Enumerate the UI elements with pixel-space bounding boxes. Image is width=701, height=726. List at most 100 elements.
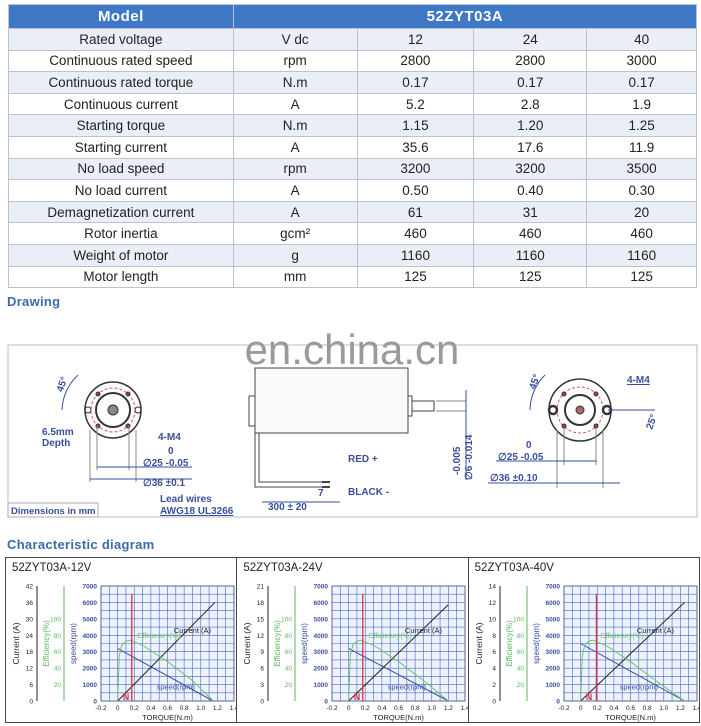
series-label-speed: speed(rpm) <box>388 683 427 692</box>
speed-tick-label: 0 <box>93 699 97 706</box>
current-tick-label: 10 <box>488 616 496 623</box>
series-line <box>579 639 685 702</box>
current-tick-label: 6 <box>29 682 33 689</box>
value-40v: 125 <box>586 265 697 289</box>
m4-left: 4-M4 <box>158 432 181 443</box>
value-24v: 2800 <box>473 49 588 73</box>
table-row: Weight of motor g 1160 1160 1160 <box>8 243 697 267</box>
param-name: Continuous current <box>8 92 234 116</box>
speed-tick-label: 1000 <box>83 682 98 689</box>
series-line <box>348 604 450 702</box>
series-label-efficiency: Efficiency(%) <box>137 631 181 640</box>
current-axis-label: Current (A) <box>11 622 21 664</box>
efficiency-tick-label: 60 <box>54 649 62 656</box>
current-tick-label: 18 <box>26 649 34 656</box>
value-12v: 12 <box>356 28 475 51</box>
value-12v: 1.15 <box>356 114 475 137</box>
chart-title: 52ZYT03A-12V <box>12 562 92 574</box>
value-24v: 3200 <box>473 157 588 181</box>
current-tick-label: 15 <box>257 616 265 623</box>
current-tick-label: 12 <box>488 600 496 607</box>
efficiency-tick-label: 40 <box>54 666 62 673</box>
chart-panel-40v: 52ZYT03A-40V -0.2 0 0.2 0.4 0.6 0.8 1.0 1.2 1.4 TO… <box>469 558 700 722</box>
unit: A <box>232 179 358 202</box>
efficiency-axis-label: Efficiency(%) <box>505 620 514 667</box>
value-24v: 460 <box>473 222 588 245</box>
value-40v: 3500 <box>586 157 697 181</box>
speed-tick-label: 5000 <box>545 616 560 623</box>
current-tick-label: 30 <box>26 616 34 623</box>
section-characteristic: Characteristic diagram <box>7 537 155 552</box>
table-row: Rotor inertia gcm² 460 460 460 <box>8 222 697 245</box>
series-label-current: Current (A) <box>637 626 675 635</box>
speed-tick-label: 3000 <box>314 649 329 656</box>
speed-tick-label: 4000 <box>545 633 560 640</box>
current-tick-label: 8 <box>492 633 496 640</box>
series-label-current: Current (A) <box>405 626 443 635</box>
speed-tick-label: 1000 <box>545 682 560 689</box>
current-tick-label: 2 <box>492 682 496 689</box>
table-header-row: Model 52ZYT03A <box>8 4 698 29</box>
value-12v: 0.50 <box>356 179 475 202</box>
speed-axis-label: speed(rpm) <box>69 623 78 664</box>
chart-panel-12v: 52ZYT03A-12V -0.2 0 0.2 0.4 0.6 0.8 1.0 1.2 1.4 TO… <box>6 558 238 722</box>
series-line <box>579 602 685 702</box>
current-tick-label: 24 <box>26 633 34 640</box>
x-tick-label: 0.8 <box>642 705 651 712</box>
x-tick-label: 0 <box>578 705 582 712</box>
series-label-speed: speed(rpm) <box>157 683 196 692</box>
current-tick-label: 3 <box>261 682 265 689</box>
series-line <box>117 647 214 702</box>
value-24v: 1.20 <box>473 114 588 137</box>
angle-45-right: 45° <box>527 373 543 391</box>
x-tick-label: 0.2 <box>130 705 139 712</box>
speed-tick-label: 0 <box>325 699 329 706</box>
value-12v: 0.17 <box>356 71 475 94</box>
lead-wires: Lead wires <box>160 494 212 505</box>
unit: A <box>232 135 358 159</box>
side-view <box>248 367 467 503</box>
value-40v: 0.17 <box>586 71 697 94</box>
x-tick-label: 0.6 <box>163 705 172 712</box>
chart-title: 52ZYT03A-40V <box>474 562 554 574</box>
angle-25: 25° <box>644 413 660 431</box>
param-name: No load current <box>8 179 234 202</box>
param-name: Demagnetization current <box>8 200 234 224</box>
chart-title: 52ZYT03A-24V <box>243 562 323 574</box>
speed-tick-label: 7000 <box>83 584 98 591</box>
current-tick-label: 0 <box>29 699 33 706</box>
speed-tick-label: 5000 <box>314 616 329 623</box>
red-wire: RED + <box>348 454 378 465</box>
depth-label-2: Depth <box>42 438 70 449</box>
efficiency-tick-label: 100 <box>513 616 524 623</box>
x-tick-label: 1.0 <box>428 705 437 712</box>
value-24v: 125 <box>473 265 588 289</box>
value-12v: 5.2 <box>356 92 475 116</box>
efficiency-tick-label: 60 <box>516 649 524 656</box>
unit: gcm² <box>232 222 358 245</box>
series-label-efficiency: Efficiency(%) <box>600 631 644 640</box>
efficiency-tick-label: 80 <box>285 633 293 640</box>
value-40v: 1.9 <box>586 92 697 116</box>
value-40v: 11.9 <box>586 135 697 159</box>
x-tick-label: 0.4 <box>609 705 618 712</box>
x-tick-label: 1.4 <box>461 705 469 712</box>
value-12v: 3200 <box>356 157 475 181</box>
table-row: No load current A 0.50 0.40 0.30 <box>8 179 697 202</box>
x-axis-label: TORQUE(N.m) <box>142 713 193 722</box>
units-note: Dimensions in mm <box>11 506 95 517</box>
front-view-left <box>61 374 192 482</box>
efficiency-tick-label: 20 <box>516 682 524 689</box>
value-40v: 1160 <box>586 243 697 267</box>
efficiency-axis-label: Efficiency(%) <box>273 620 282 667</box>
speed-tick-label: 4000 <box>314 633 329 640</box>
speed-axis-label: speed(rpm) <box>300 623 309 664</box>
x-tick-label: 0.6 <box>626 705 635 712</box>
value-24v: 1160 <box>473 243 588 267</box>
value-24v: 17.6 <box>473 135 588 159</box>
black-wire: BLACK - <box>348 487 389 498</box>
chart-panel-24v: 52ZYT03A-24V -0.2 0 0.2 0.4 0.6 0.8 1.0 1.2 1.4 TO… <box>237 558 469 722</box>
efficiency-tick-label: 100 <box>281 616 292 623</box>
series-line <box>117 639 214 702</box>
efficiency-tick-label: 20 <box>54 682 62 689</box>
